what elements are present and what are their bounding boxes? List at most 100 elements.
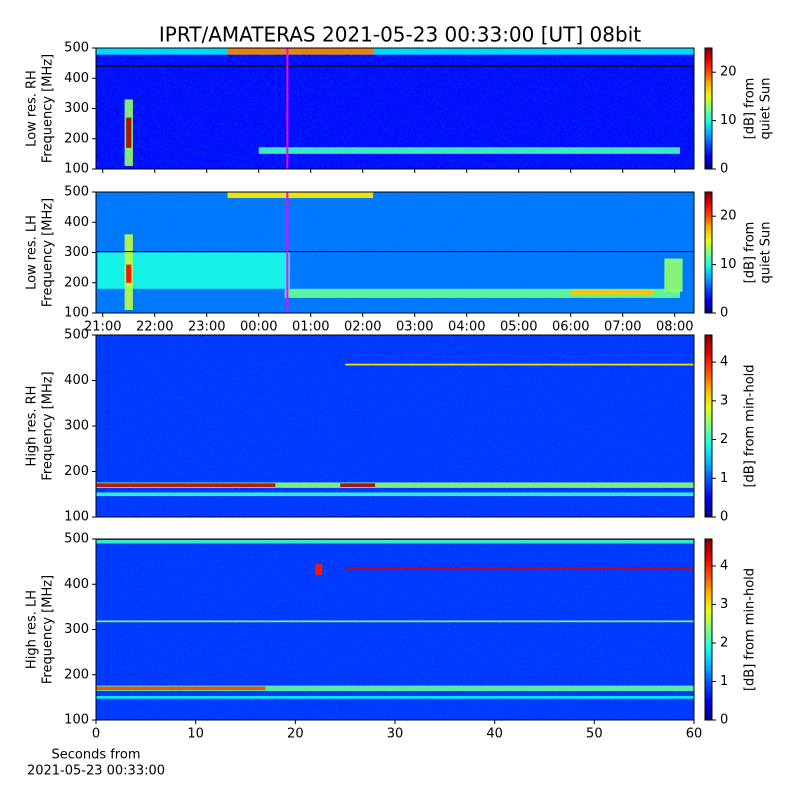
x-tick-label: 07:00 bbox=[604, 320, 641, 335]
colorbar-label: [dB] from bbox=[743, 78, 758, 140]
figure-title: IPRT/AMATERAS 2021-05-23 00:33:00 [UT] 0… bbox=[159, 23, 641, 47]
x-tick-label: 40 bbox=[486, 727, 503, 742]
y-tick-label: 200 bbox=[64, 464, 89, 479]
colorbar-label: quiet Sun bbox=[759, 77, 774, 139]
colorbar bbox=[704, 47, 713, 170]
heatmap bbox=[96, 335, 694, 517]
heatmap bbox=[96, 192, 694, 313]
x-tick-label: 60 bbox=[686, 727, 703, 742]
colorbar-label: [dB] from min-hold bbox=[743, 568, 758, 691]
colorbar bbox=[704, 538, 713, 721]
emission-patch bbox=[96, 492, 694, 497]
colorbar-tick-label: 10 bbox=[720, 113, 737, 128]
heatmap bbox=[96, 48, 694, 169]
emission-patch bbox=[96, 48, 694, 55]
x-tick-label: 23:00 bbox=[188, 320, 225, 335]
colorbar-tick-label: 4 bbox=[720, 558, 728, 573]
colorbar-label: [dB] from bbox=[743, 222, 758, 284]
y-tick-label: 200 bbox=[64, 667, 89, 682]
emission-patch bbox=[227, 48, 374, 55]
colorbar-tick-label: 0 bbox=[720, 510, 728, 525]
colorbar-label: [dB] from min-hold bbox=[743, 364, 758, 487]
colorbar-tick-label: 4 bbox=[720, 355, 728, 370]
emission-patch bbox=[227, 192, 374, 199]
y-tick-label: 100 bbox=[64, 162, 89, 177]
y-tick-label: 100 bbox=[64, 306, 89, 321]
x-axis-label: Seconds from bbox=[51, 748, 140, 763]
colorbar-tick-label: 20 bbox=[720, 209, 737, 224]
x-axis-label: 2021-05-23 00:33:00 bbox=[27, 764, 165, 779]
y-tick-label: 500 bbox=[64, 185, 89, 200]
colorbar-tick-label: 2 bbox=[720, 635, 728, 650]
x-tick-label: 20 bbox=[287, 727, 304, 742]
x-tick-label: 00:00 bbox=[240, 320, 277, 335]
x-tick-label: 06:00 bbox=[552, 320, 589, 335]
y-tick-label: 500 bbox=[64, 532, 89, 547]
colorbar-tick-label: 0 bbox=[720, 162, 728, 177]
emission-patch bbox=[96, 483, 276, 487]
y-tick-label: 400 bbox=[64, 373, 89, 388]
y-axis-label: Frequency [MHz] bbox=[41, 371, 56, 480]
colorbar-tick-label: 0 bbox=[720, 306, 728, 321]
emission-patch bbox=[96, 539, 694, 544]
noise bbox=[96, 335, 694, 517]
y-axis-label: High res. RH bbox=[25, 386, 40, 467]
y-tick-label: 400 bbox=[64, 215, 89, 230]
y-tick-label: 400 bbox=[64, 71, 89, 86]
x-tick-label: 03:00 bbox=[396, 320, 433, 335]
x-tick-label: 21:00 bbox=[84, 320, 121, 335]
colorbar-tick-label: 0 bbox=[720, 713, 728, 728]
y-tick-label: 300 bbox=[64, 245, 89, 260]
x-tick-label: 0 bbox=[92, 727, 100, 742]
x-tick-label: 10 bbox=[187, 727, 204, 742]
x-tick-label: 22:00 bbox=[136, 320, 173, 335]
y-axis-label: Low res. LH bbox=[25, 215, 40, 290]
heatmap bbox=[96, 539, 694, 720]
colorbar-tick-label: 2 bbox=[720, 432, 728, 447]
emission-patch bbox=[126, 264, 132, 283]
emission-patch bbox=[96, 482, 694, 488]
colorbar-tick-label: 1 bbox=[720, 674, 728, 689]
emission-patch bbox=[258, 147, 680, 154]
colorbar bbox=[704, 191, 713, 314]
emission-patch bbox=[284, 288, 680, 298]
x-tick-label: 01:00 bbox=[292, 320, 329, 335]
y-axis-label: Frequency [MHz] bbox=[41, 575, 56, 684]
emission-patch bbox=[96, 686, 266, 691]
y-tick-label: 500 bbox=[64, 328, 89, 343]
emission-patch bbox=[340, 483, 376, 487]
y-tick-label: 100 bbox=[64, 510, 89, 525]
colorbar-tick-label: 10 bbox=[720, 257, 737, 272]
emission-patch bbox=[570, 290, 654, 295]
emission-patch bbox=[345, 567, 694, 570]
y-axis-label: Frequency [MHz] bbox=[41, 54, 56, 163]
y-axis-label: High res. LH bbox=[25, 590, 40, 669]
y-tick-label: 300 bbox=[64, 101, 89, 116]
emission-patch bbox=[96, 696, 694, 699]
noise bbox=[96, 539, 694, 720]
emission-patch bbox=[96, 685, 694, 692]
emission-patch bbox=[126, 117, 132, 148]
x-tick-label: 08:00 bbox=[656, 320, 693, 335]
colorbar bbox=[704, 334, 713, 518]
colorbar-label: quiet Sun bbox=[759, 221, 774, 283]
y-axis-label: Low res. RH bbox=[25, 70, 40, 147]
y-tick-label: 300 bbox=[64, 419, 89, 434]
y-tick-label: 500 bbox=[64, 41, 89, 56]
y-tick-label: 300 bbox=[64, 622, 89, 637]
y-axis-label: Frequency [MHz] bbox=[41, 198, 56, 307]
colorbar-tick-label: 1 bbox=[720, 471, 728, 486]
x-tick-label: 50 bbox=[586, 727, 603, 742]
y-tick-label: 400 bbox=[64, 577, 89, 592]
emission-patch bbox=[315, 563, 323, 576]
emission-patch bbox=[345, 363, 694, 366]
x-tick-label: 04:00 bbox=[448, 320, 485, 335]
emission-patch bbox=[96, 620, 694, 623]
y-tick-label: 200 bbox=[64, 131, 89, 146]
colorbar-tick-label: 20 bbox=[720, 65, 737, 80]
x-tick-label: 05:00 bbox=[500, 320, 537, 335]
y-tick-label: 200 bbox=[64, 275, 89, 290]
x-tick-label: 30 bbox=[387, 727, 404, 742]
colorbar-tick-label: 3 bbox=[720, 597, 728, 612]
